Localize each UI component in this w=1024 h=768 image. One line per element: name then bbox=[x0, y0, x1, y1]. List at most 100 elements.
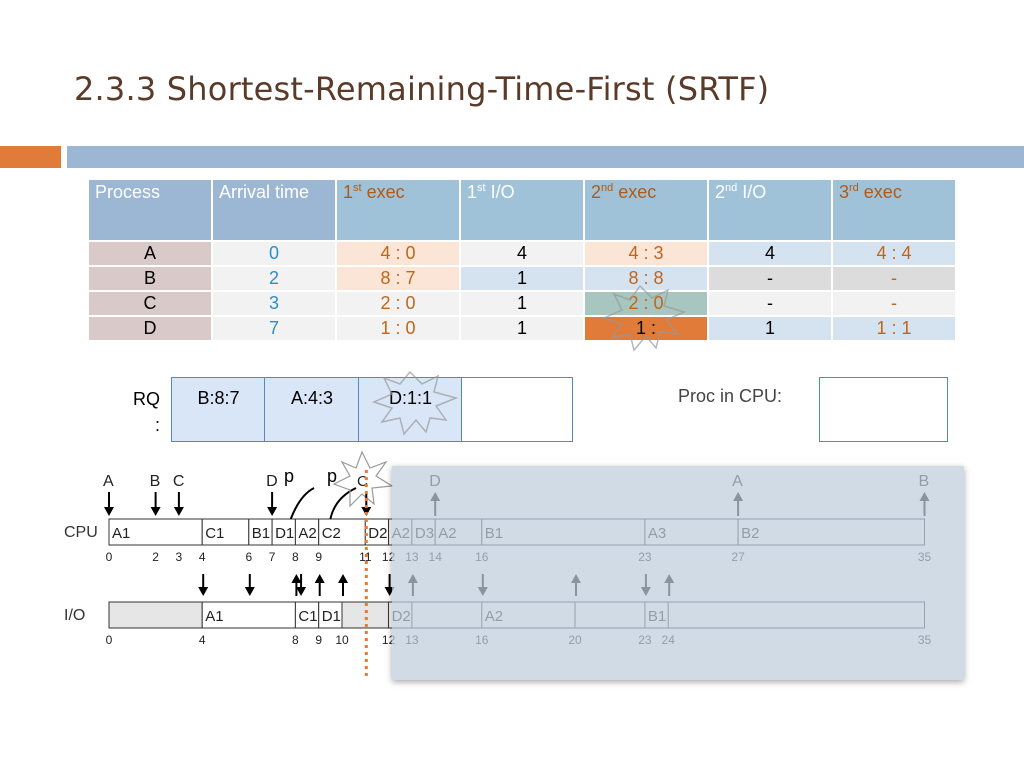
future-overlay bbox=[392, 466, 964, 680]
starburst-table bbox=[601, 284, 687, 352]
header-io1: 1st I/O bbox=[459, 178, 585, 242]
cell-process: C bbox=[87, 290, 213, 317]
table-row: A 0 4 : 0 4 4 : 3 4 4 : 4 bbox=[87, 240, 957, 267]
cpu-tick-label: 9 bbox=[315, 550, 322, 564]
cpu-tick-label: 2 bbox=[152, 550, 159, 564]
ready-queue-slot: B:8:7 bbox=[171, 377, 266, 442]
io-tick-label: 9 bbox=[315, 633, 322, 647]
io-tick-label: 4 bbox=[199, 633, 206, 647]
cell-arrival: 3 bbox=[211, 290, 337, 317]
cpu-tick-label: 8 bbox=[292, 550, 299, 564]
cell-exec1: 8 : 7 bbox=[335, 265, 461, 292]
cell-io2: - bbox=[707, 265, 833, 292]
io-event-arrow-head bbox=[296, 587, 307, 596]
header-io2: 2nd I/O bbox=[707, 178, 833, 242]
cell-io2: 4 bbox=[707, 240, 833, 267]
cell-exec3: 1 : 1 bbox=[831, 315, 957, 342]
arrival-label: B bbox=[150, 473, 161, 490]
starburst-timeline bbox=[332, 450, 394, 508]
io-event-arrow-head bbox=[314, 574, 325, 583]
preempt-curve bbox=[329, 487, 357, 520]
header-exec1: 1st exec bbox=[335, 178, 461, 242]
cpu-segment bbox=[108, 518, 203, 546]
ready-queue-slot bbox=[461, 377, 573, 442]
arrival-arrow-head bbox=[150, 507, 161, 516]
proc-in-cpu-label: Proc in CPU: bbox=[678, 386, 783, 406]
cpu-tick-label: 6 bbox=[245, 550, 252, 564]
cell-exec1: 4 : 0 bbox=[335, 240, 461, 267]
cell-exec1: 2 : 0 bbox=[335, 290, 461, 317]
arrival-label: D bbox=[266, 473, 278, 490]
header-arrival: Arrival time bbox=[211, 178, 337, 242]
cell-exec3: - bbox=[831, 265, 957, 292]
io-segment bbox=[108, 601, 203, 629]
cell-process: D bbox=[87, 315, 213, 342]
cpu-tick-label: 7 bbox=[269, 550, 276, 564]
cpu-segment-label: B1 bbox=[252, 525, 270, 542]
table-header-row: Process Arrival time 1st exec 1st I/O 2n… bbox=[87, 178, 957, 242]
cpu-tick-label: 0 bbox=[106, 550, 113, 564]
ready-queue-slot: A:4:3 bbox=[264, 377, 360, 442]
cpu-segment bbox=[318, 518, 366, 546]
cell-io2: - bbox=[707, 290, 833, 317]
cell-io2: 1 bbox=[707, 315, 833, 342]
io-segment-label: D1 bbox=[322, 608, 341, 625]
io-segment-label: C1 bbox=[298, 608, 317, 625]
slide-title: 2.3.3 Shortest-Remaining-Time-First (SRT… bbox=[74, 70, 770, 108]
arrival-arrow-head bbox=[104, 507, 114, 516]
io-row-label: I/O bbox=[64, 607, 85, 624]
cell-process: B bbox=[87, 265, 213, 292]
table-row: C 3 2 : 0 1 2 : 0 - - bbox=[87, 290, 957, 317]
ready-queue-slot: D:1:1 bbox=[358, 377, 463, 442]
ready-queue-label-line1: RQ bbox=[133, 389, 160, 409]
process-table: Process Arrival time 1st exec 1st I/O 2n… bbox=[87, 178, 957, 342]
cpu-tick-label: 4 bbox=[199, 550, 206, 564]
title-underline-blue bbox=[67, 146, 1024, 168]
current-marker-arrow-head bbox=[361, 507, 372, 516]
cell-exec2: 4 : 3 bbox=[583, 240, 709, 267]
cell-exec3: 4 : 4 bbox=[831, 240, 957, 267]
cpu-segment bbox=[201, 518, 250, 546]
header-exec3: 3rd exec bbox=[831, 178, 957, 242]
arrival-label: C bbox=[173, 473, 185, 490]
io-segment-label: A1 bbox=[205, 608, 223, 625]
cell-exec1: 1 : 0 bbox=[335, 315, 461, 342]
cell-process: A bbox=[87, 240, 213, 267]
cpu-segment-label: A2 bbox=[298, 525, 316, 542]
ready-queue-label-line2: : bbox=[154, 415, 160, 435]
preempt-mark: p bbox=[327, 466, 337, 486]
cell-arrival: 7 bbox=[211, 315, 337, 342]
cpu-tick-label: 3 bbox=[176, 550, 183, 564]
table-row: B 2 8 : 7 1 8 : 8 - - bbox=[87, 265, 957, 292]
io-segment bbox=[201, 601, 296, 629]
preempt-curve bbox=[289, 487, 315, 520]
io-segment bbox=[341, 601, 390, 629]
ready-queue-label: RQ : bbox=[118, 386, 160, 438]
cell-io1: 4 bbox=[459, 240, 585, 267]
io-tick-label: 8 bbox=[292, 633, 299, 647]
io-event-arrow-head bbox=[244, 587, 255, 596]
starburst-rq bbox=[371, 370, 459, 436]
title-underline-orange bbox=[0, 146, 61, 168]
cell-arrival: 2 bbox=[211, 265, 337, 292]
io-tick-label: 10 bbox=[335, 633, 349, 647]
cell-io1: 1 bbox=[459, 315, 585, 342]
arrival-arrow-head bbox=[173, 507, 184, 516]
cell-exec2: 8 : 8 bbox=[583, 265, 709, 292]
cell-arrival: 0 bbox=[211, 240, 337, 267]
arrival-label: A bbox=[103, 473, 114, 490]
io-event-arrow-head bbox=[198, 587, 209, 596]
preempt-mark: p bbox=[284, 466, 294, 486]
table-row: D 7 1 : 0 1 1 : 1 1 : 1 bbox=[87, 315, 957, 342]
cpu-segment-label: D1 bbox=[275, 525, 294, 542]
cell-io1: 1 bbox=[459, 265, 585, 292]
proc-in-cpu-box bbox=[819, 377, 948, 442]
header-process: Process bbox=[87, 178, 213, 242]
cpu-segment-label: A1 bbox=[112, 525, 130, 542]
cpu-row-label: CPU bbox=[64, 524, 98, 541]
header-exec2: 2nd exec bbox=[583, 178, 709, 242]
current-marker-label: C bbox=[357, 473, 368, 490]
cpu-segment-label: D2 bbox=[368, 525, 387, 542]
cpu-segment-label: C1 bbox=[205, 525, 224, 542]
